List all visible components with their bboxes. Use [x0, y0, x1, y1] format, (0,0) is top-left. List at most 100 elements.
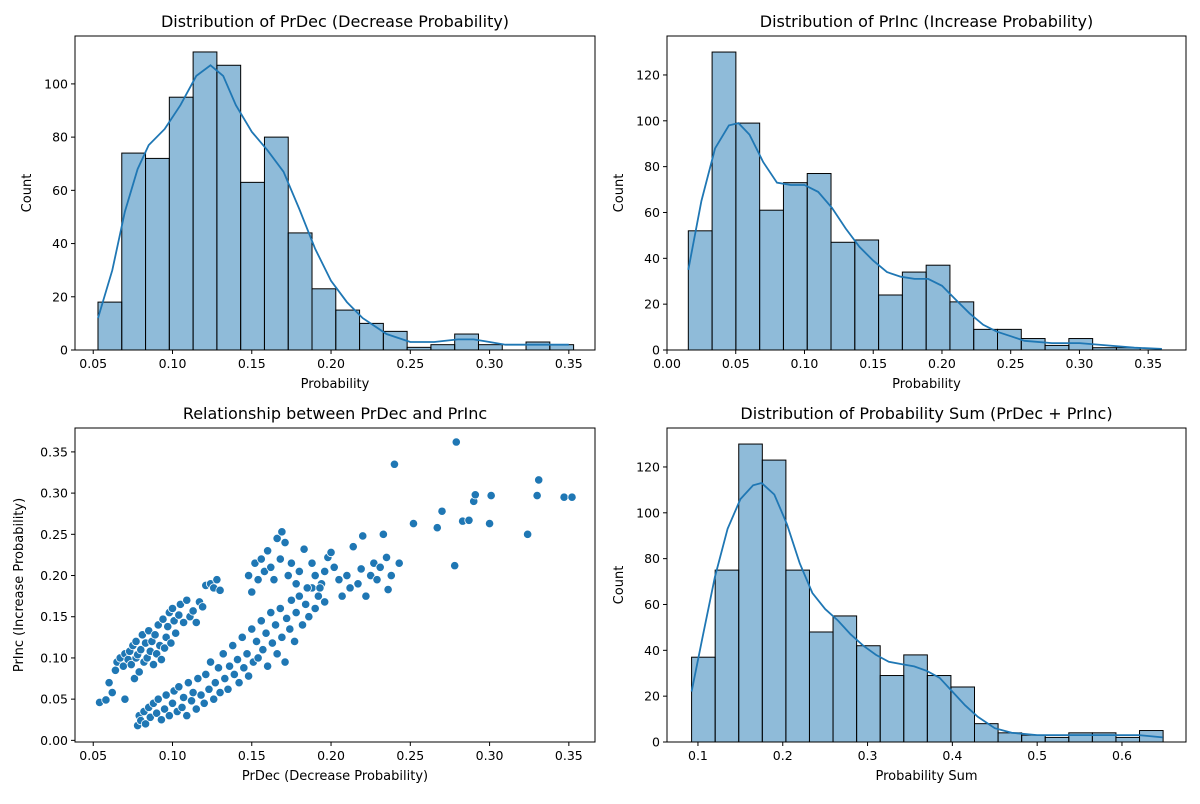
- scatter-point: [171, 628, 181, 638]
- scatter-point: [315, 583, 325, 593]
- scatter-point: [358, 531, 368, 541]
- scatter-point: [280, 657, 290, 667]
- scatter-point: [134, 667, 144, 677]
- scatter-point: [229, 669, 239, 680]
- scatter-point: [286, 558, 297, 568]
- y-tick-label: 0: [60, 343, 68, 358]
- scatter-point: [220, 673, 230, 684]
- scatter-point: [137, 630, 147, 640]
- x-tick-label: 0.25: [396, 748, 424, 763]
- plot-area: [94, 437, 577, 731]
- kde-line: [690, 482, 1163, 739]
- kde-line: [97, 64, 569, 346]
- histogram-bar: [759, 209, 784, 350]
- scatter-point: [334, 575, 344, 585]
- histogram-bar: [1115, 736, 1141, 742]
- y-tick-label: 0.35: [40, 444, 68, 459]
- x-tick-label: 0.35: [555, 356, 583, 371]
- plot-area: [687, 51, 1162, 350]
- scatter-point: [294, 591, 304, 601]
- scatter-point: [237, 632, 247, 642]
- scatter-point: [299, 544, 309, 554]
- histogram-bar: [901, 271, 927, 350]
- scatter-point: [270, 620, 281, 630]
- x-tick-label: 0.5: [1027, 748, 1047, 763]
- x-tick-label: 0.20: [317, 356, 345, 371]
- y-axis-label: Count: [612, 566, 627, 605]
- histogram-bar: [856, 645, 881, 742]
- histogram-bar: [359, 322, 384, 350]
- scatter-point: [201, 669, 211, 680]
- scatter-point: [263, 661, 273, 671]
- x-tick-label: 0.35: [1134, 356, 1162, 371]
- scatter-point: [261, 628, 271, 638]
- scatter-point: [259, 566, 270, 577]
- scatter-point: [159, 704, 170, 714]
- scatter-point: [301, 599, 311, 609]
- scatter-point: [166, 638, 176, 648]
- chart-title: Distribution of PrDec (Decrease Probabil…: [161, 12, 509, 31]
- scatter-point: [337, 591, 347, 601]
- y-tick-label: 40: [644, 251, 660, 266]
- scatter-point: [156, 654, 167, 665]
- y-axis-label: PrInc (Increase Probability): [12, 498, 27, 672]
- histogram-bar: [973, 723, 999, 742]
- scatter-point: [275, 554, 285, 564]
- x-tick-label: 0.20: [317, 748, 345, 763]
- x-tick-label: 0.6: [1112, 748, 1132, 763]
- scatter-point: [178, 617, 189, 628]
- scatter-point: [253, 653, 263, 663]
- x-tick-label: 0.10: [159, 748, 187, 763]
- scatter-point: [148, 659, 159, 670]
- y-tick-label: 80: [644, 159, 660, 174]
- scatter-point: [383, 584, 393, 595]
- scatter-point: [213, 663, 224, 673]
- scatter-point: [178, 692, 189, 703]
- x-tick-label: 0.30: [476, 748, 504, 763]
- histogram-bar: [879, 675, 905, 742]
- scatter-point: [302, 583, 312, 593]
- axes-frame: [74, 35, 596, 351]
- scatter-point: [250, 558, 260, 568]
- y-tick-label: 0: [652, 735, 660, 750]
- scatter-point: [126, 659, 136, 670]
- scatter-point: [269, 575, 279, 585]
- histogram-bar: [973, 328, 999, 350]
- scatter-point: [215, 687, 225, 698]
- scatter-point: [153, 694, 163, 704]
- scatter-point: [242, 649, 252, 659]
- scatter-point: [345, 583, 355, 593]
- y-tick-label: 40: [644, 643, 660, 658]
- x-tick-label: 0.15: [238, 356, 266, 371]
- scatter-point: [375, 562, 385, 572]
- y-tick-label: 0: [652, 343, 660, 358]
- histogram-bar: [240, 181, 265, 350]
- x-tick-label: 0.4: [942, 748, 962, 763]
- histogram-bar: [808, 631, 834, 742]
- scatter-point: [177, 702, 187, 712]
- histogram-bar: [782, 182, 808, 350]
- scatter-point: [470, 490, 480, 500]
- scatter-point: [186, 696, 197, 706]
- x-tick-label: 0.2: [773, 748, 793, 763]
- scatter-point: [150, 630, 160, 640]
- histogram-bar: [1044, 736, 1070, 742]
- chart-title: Relationship between PrDec and PrInc: [183, 404, 487, 423]
- scatter-point: [182, 595, 192, 605]
- x-tick-label: 0.05: [79, 356, 107, 371]
- y-tick-label: 0.30: [40, 486, 68, 501]
- scatter-point: [291, 608, 301, 618]
- scatter-point: [182, 711, 192, 721]
- scatter-point: [289, 636, 300, 647]
- scatter-point: [326, 547, 336, 558]
- scatter-point: [310, 570, 320, 581]
- scatter-point: [267, 638, 277, 648]
- scatter-point: [277, 527, 287, 537]
- scatter-point: [198, 602, 208, 612]
- plot-area: [690, 443, 1164, 742]
- scatter-point: [243, 570, 254, 581]
- scatter-point: [167, 603, 178, 614]
- scatter-point: [234, 678, 244, 688]
- kde-line: [687, 122, 1162, 350]
